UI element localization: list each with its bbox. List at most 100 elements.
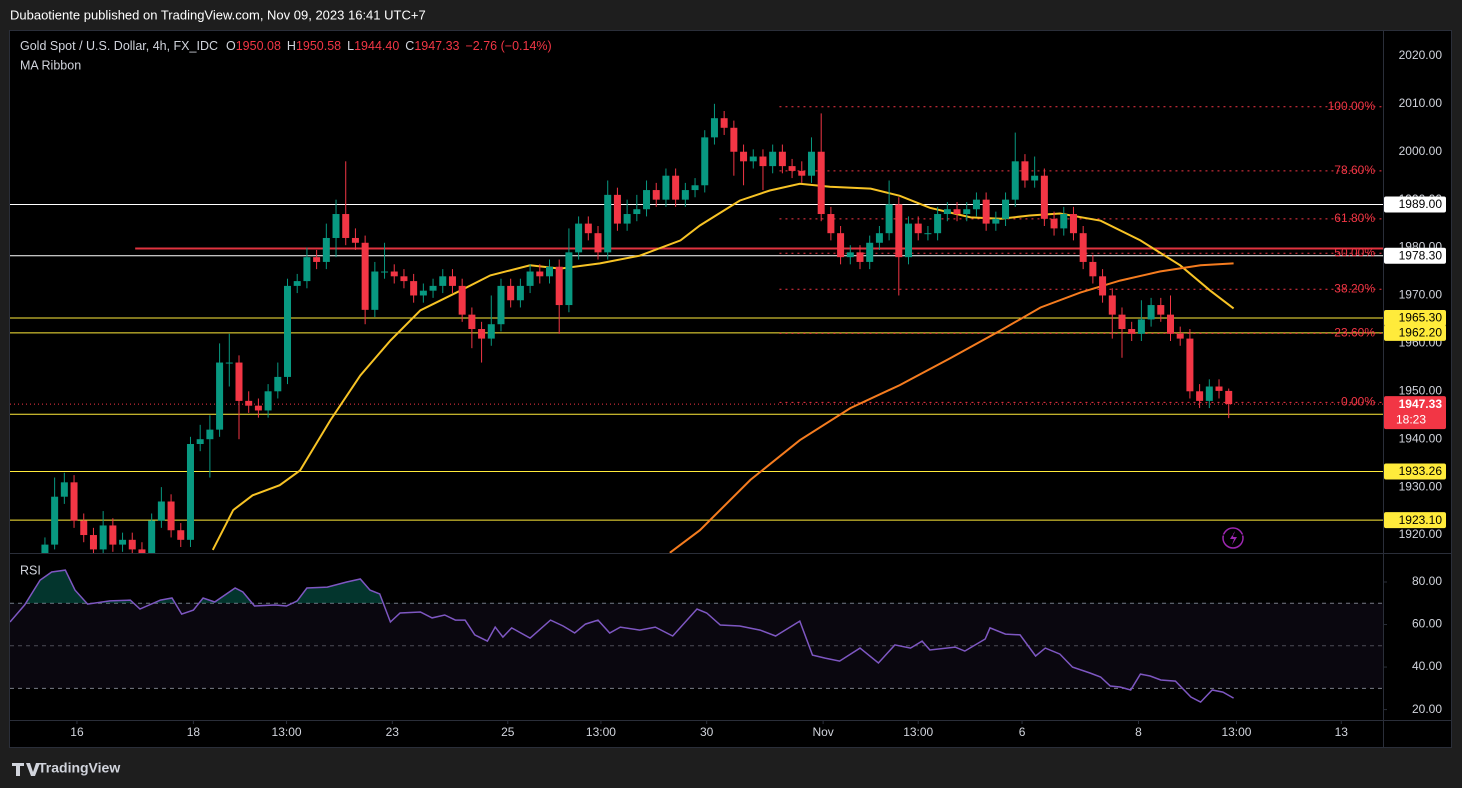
candle-body — [322, 237, 330, 262]
x-tick-label: 23 — [386, 725, 400, 739]
candle-body — [206, 429, 214, 440]
candle-body — [856, 252, 864, 262]
o-label: O — [226, 39, 236, 53]
candle-body — [545, 266, 553, 277]
change: −2.76 (−0.14%) — [466, 39, 552, 53]
candle-body — [1118, 314, 1126, 330]
candle-body — [778, 151, 786, 167]
candle-body — [148, 520, 156, 553]
candle-body — [575, 223, 583, 253]
y-tick-label: 1970.00 — [1399, 288, 1443, 302]
candle-body — [186, 444, 194, 540]
rsi-tick-label: 20.00 — [1412, 702, 1442, 716]
candle-body — [633, 209, 641, 215]
fib-label: 38.20% — [1334, 281, 1375, 295]
x-tick-label: 13:00 — [272, 725, 302, 739]
candle-body — [992, 218, 1000, 224]
candle-body — [487, 324, 495, 339]
candle-body — [914, 223, 922, 234]
candle-body — [982, 199, 990, 224]
candle-body — [817, 151, 825, 215]
candle-body — [1215, 386, 1223, 391]
candle-body — [963, 209, 971, 215]
l-label: L — [347, 39, 354, 53]
x-tick-label: 6 — [1019, 725, 1026, 739]
candle-body — [730, 127, 738, 152]
candle-body — [759, 156, 767, 167]
candle-body — [157, 501, 165, 521]
candle-body — [672, 175, 680, 200]
candle-body — [1205, 386, 1213, 401]
alert-icon[interactable] — [1222, 527, 1244, 549]
x-tick-label: 18 — [187, 725, 201, 739]
candle-body — [167, 501, 175, 531]
candle-body — [390, 271, 398, 277]
candle-body — [623, 214, 631, 224]
indicator-label: MA Ribbon — [20, 58, 81, 72]
h-value: 1950.58 — [296, 39, 341, 53]
level-box — [1384, 324, 1446, 341]
x-tick-label: 8 — [1135, 725, 1142, 739]
candle-body — [1069, 214, 1077, 234]
candle-body — [885, 204, 893, 234]
candle-body — [138, 549, 146, 553]
candle-body — [274, 376, 282, 392]
candle-body — [875, 233, 883, 243]
rsi-overbought-fill — [25, 570, 384, 604]
candle-body — [613, 194, 621, 224]
candle-body — [468, 314, 476, 330]
candle-body — [196, 439, 204, 445]
candle-body — [652, 190, 660, 200]
candle-body — [342, 214, 350, 238]
candle-body — [1011, 161, 1019, 200]
level-box-label: 1962.20 — [1399, 326, 1443, 340]
candle-body — [507, 285, 515, 301]
candle-body — [662, 175, 670, 200]
candle-body — [1147, 305, 1155, 320]
candle-body — [51, 496, 59, 545]
candle-body — [80, 520, 88, 536]
level-box-label: 1923.10 — [1399, 513, 1443, 527]
candle-body — [60, 482, 68, 497]
candle-body — [1137, 319, 1145, 334]
fib-label: 23.60% — [1334, 325, 1375, 339]
x-tick-label: 25 — [501, 725, 515, 739]
candle-body — [827, 214, 835, 234]
l-value: 1944.40 — [354, 39, 399, 53]
candle-body — [594, 233, 602, 253]
level-box — [1384, 247, 1446, 264]
candle-body — [351, 237, 359, 243]
y-tick-label: 2000.00 — [1399, 144, 1443, 158]
level-box — [1384, 463, 1446, 480]
y-tick-label: 1940.00 — [1399, 431, 1443, 445]
x-tick-label: 30 — [700, 725, 714, 739]
candle-body — [701, 137, 709, 186]
candle-body — [953, 209, 961, 215]
fib-label: 78.60% — [1334, 163, 1375, 177]
candle-body — [846, 252, 854, 258]
candle-body — [943, 209, 951, 215]
candle-body — [643, 190, 651, 210]
candle-body — [749, 156, 757, 162]
candle-body — [497, 285, 505, 325]
candle-body — [1050, 218, 1058, 229]
candle-body — [400, 276, 408, 282]
candle-body — [837, 233, 845, 258]
candle-body — [70, 482, 78, 521]
candle-body — [1167, 314, 1175, 334]
candle-body — [293, 281, 301, 286]
level-box-label: 1989.00 — [1399, 197, 1443, 211]
brand: TradingView — [38, 760, 120, 776]
candle-body — [1157, 305, 1165, 315]
legend: Gold Spot / U.S. Dollar, 4h, FX_IDC O1950… — [20, 39, 552, 53]
x-tick-label: Nov — [812, 725, 833, 739]
candle-body — [225, 362, 233, 364]
candle-body — [1196, 391, 1204, 401]
fib-label: 50.00% — [1334, 245, 1375, 259]
candle-body — [769, 151, 777, 167]
candle-body — [555, 266, 563, 306]
candle-body — [584, 223, 592, 234]
h-label: H — [287, 39, 296, 53]
